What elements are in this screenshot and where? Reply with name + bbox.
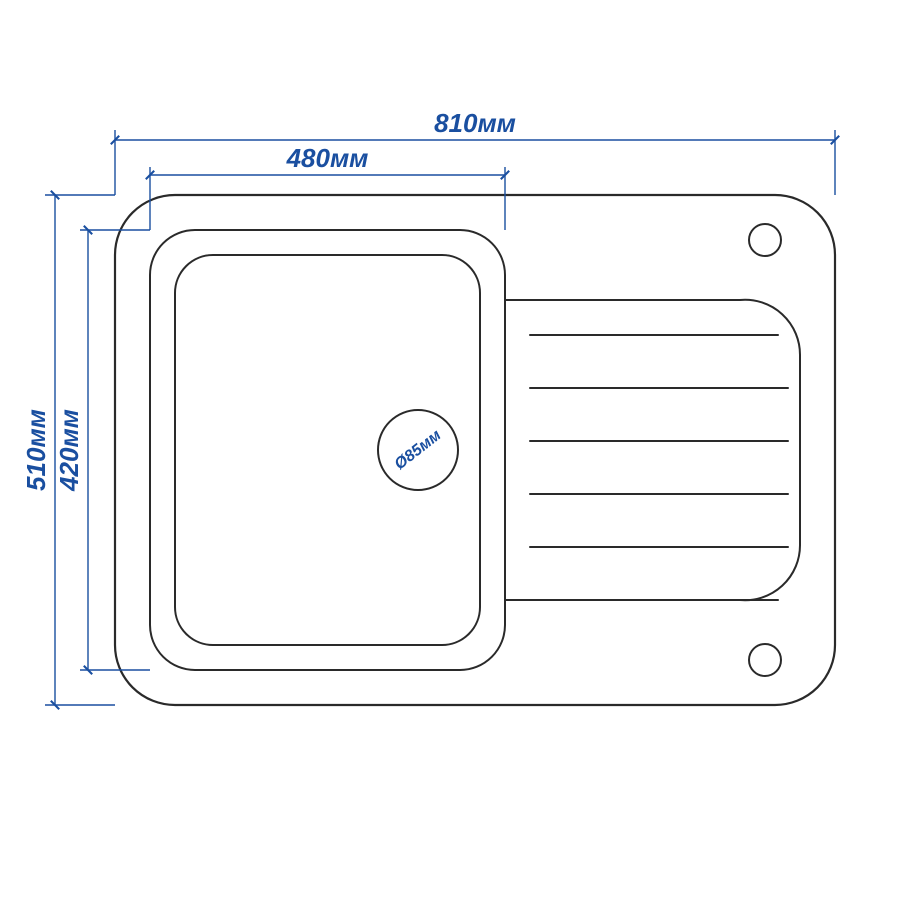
dimension-width-outer-label: 810мм: [434, 108, 516, 138]
tap-hole: [749, 644, 781, 676]
sink-technical-drawing: Ø85мм 810мм 480мм 510мм 420мм: [0, 0, 900, 900]
tap-holes: [749, 224, 781, 676]
dimension-height-outer-label: 510мм: [21, 409, 51, 491]
drain-hole: Ø85мм: [378, 410, 458, 490]
dimension-height-inner: 420мм: [54, 230, 150, 670]
tap-hole: [749, 224, 781, 256]
drainboard-grooves: [530, 335, 788, 600]
dimension-height-inner-label: 420мм: [54, 409, 84, 492]
drainboard-recess-outline: [505, 300, 800, 600]
dimension-width-inner-label: 480мм: [286, 143, 369, 173]
sink-outer-outline: [115, 195, 835, 705]
dimension-width-inner: 480мм: [150, 143, 505, 230]
dimension-width-outer: 810мм: [115, 108, 835, 195]
